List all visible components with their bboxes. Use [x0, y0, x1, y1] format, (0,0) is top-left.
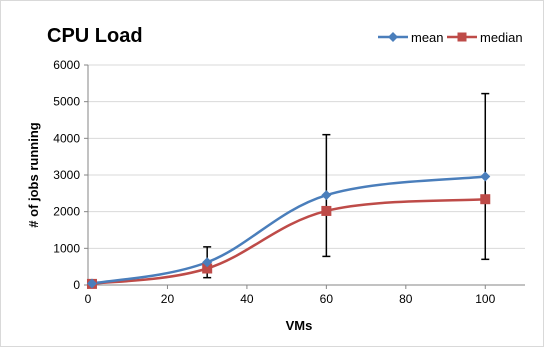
chart-title: CPU Load: [47, 25, 143, 47]
x-tick-label: 0: [85, 292, 92, 306]
y-tick-label: 5000: [53, 95, 80, 109]
legend-item-median: median: [447, 30, 523, 45]
data-point-mean: [86, 278, 97, 289]
y-tick-label: 6000: [53, 58, 80, 72]
x-tick-label: 100: [475, 292, 495, 306]
y-tick-label: 4000: [53, 131, 80, 145]
x-tick-label: 20: [161, 292, 175, 306]
series-layer: [91, 175, 486, 286]
legend-label-mean: mean: [411, 30, 444, 45]
series-line-median: [91, 197, 486, 286]
x-tick-label: 60: [320, 292, 334, 306]
y-tick-label: 1000: [53, 241, 80, 255]
gridlines: [88, 64, 525, 249]
x-axis-label: VMs: [286, 318, 313, 333]
y-axis-label: # of jobs running: [26, 122, 41, 227]
data-point-mean: [480, 171, 491, 182]
y-tick-label: 2000: [53, 205, 80, 219]
series-line-mean: [91, 175, 486, 285]
y-tick-label: 3000: [53, 168, 80, 182]
legend-square-icon: [457, 32, 467, 42]
data-point-mean: [202, 257, 213, 268]
legend-item-mean: mean: [378, 30, 444, 45]
x-tick-label: 80: [399, 292, 413, 306]
y-tick-label: 0: [73, 278, 80, 292]
data-point-median: [480, 194, 491, 205]
x-tick-label: 40: [240, 292, 254, 306]
axes: [84, 64, 525, 289]
data-point-mean: [321, 190, 332, 201]
legend-diamond-icon: [388, 32, 398, 42]
legend: mean median: [378, 30, 523, 45]
markers: [86, 171, 491, 289]
data-point-median: [321, 205, 332, 216]
legend-label-median: median: [480, 30, 523, 45]
tick-labels: 0 1000 2000 3000 4000 5000 6000 0 20 40 60 80 100: [53, 58, 495, 306]
data-point-median: [202, 263, 213, 274]
